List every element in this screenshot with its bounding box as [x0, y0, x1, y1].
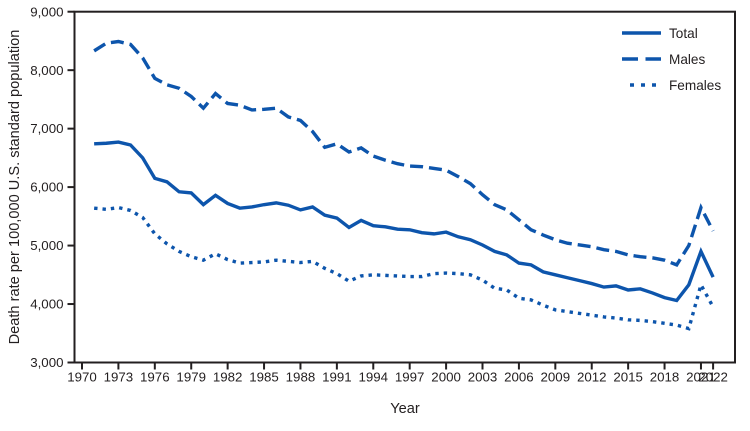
- series-line-total: [94, 140, 715, 303]
- x-tick-label: 2018: [650, 370, 680, 385]
- x-tick-label: 1982: [213, 370, 243, 385]
- y-tick-label: 6,000: [30, 180, 63, 195]
- legend-item-males: Males: [669, 52, 705, 67]
- x-tick-label: 2021: [686, 370, 716, 385]
- y-tick-label: 8,000: [30, 63, 63, 78]
- y-tick-label: 5,000: [30, 238, 63, 253]
- x-tick-label: 1976: [140, 370, 170, 385]
- series-line-males: [93, 39, 715, 267]
- y-tick-label: 7,000: [30, 121, 63, 136]
- x-tick-label: 1985: [249, 370, 279, 385]
- x-tick-label: 2009: [541, 370, 571, 385]
- legend-item-females: Females: [669, 78, 721, 93]
- x-tick-label: 1973: [104, 370, 134, 385]
- x-tick-label: 1994: [358, 370, 388, 385]
- x-tick-label: 2012: [577, 370, 607, 385]
- y-tick-label: 9,000: [30, 4, 63, 19]
- y-axis-title: Death rate per 100,000 U.S. standard pop…: [7, 30, 23, 345]
- x-tick-label: 2015: [613, 370, 643, 385]
- x-tick-label: 2003: [468, 370, 498, 385]
- x-tick-label: 1979: [176, 370, 206, 385]
- y-tick-label: 3,000: [30, 355, 63, 370]
- plot-area: 3,000 4,000 5,000 6,000 7,000 8,000 9,000 1970 1…: [30, 4, 736, 385]
- x-axis-title: Year: [390, 401, 420, 417]
- x-tick-label: 2006: [504, 370, 534, 385]
- legend-item-total: Total: [669, 26, 698, 41]
- x-tick-label: 2000: [431, 370, 461, 385]
- x-tick-label: 1991: [322, 370, 352, 385]
- y-tick-label: 4,000: [30, 297, 63, 312]
- x-tick-label: 1988: [286, 370, 316, 385]
- x-tick-label: 1997: [395, 370, 425, 385]
- x-tick-label: 1970: [67, 370, 97, 385]
- series-line-females: [93, 205, 715, 331]
- x-tick-label: 2022: [698, 370, 728, 385]
